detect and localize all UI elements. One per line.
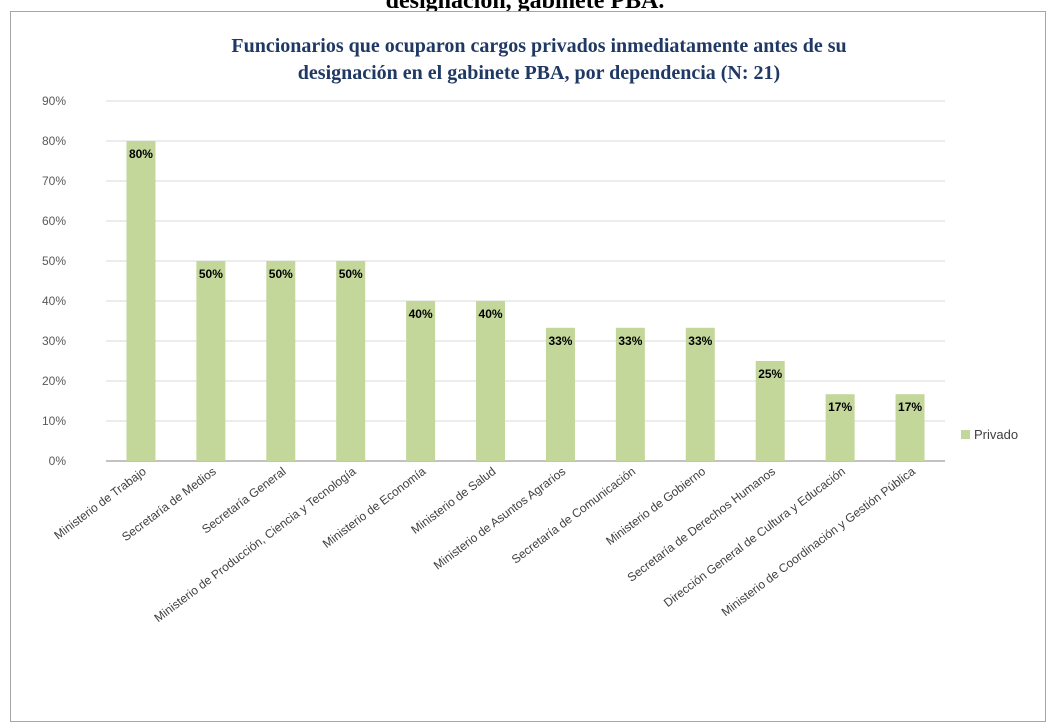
category-label-10: Secretaría de Derechos Humanos (625, 464, 778, 584)
legend-swatch (961, 430, 970, 439)
data-label-4: 50% (339, 267, 363, 281)
bar-4 (336, 261, 366, 461)
chart-title-line-2: designación en el gabinete PBA, por depe… (298, 62, 780, 84)
data-label-3: 50% (269, 267, 293, 281)
bar-8 (615, 327, 645, 461)
y-tick-label: 10% (42, 414, 66, 428)
y-tick-label: 20% (42, 374, 66, 388)
data-label-9: 33% (688, 334, 712, 348)
bar-2 (196, 261, 226, 461)
y-tick-label: 80% (42, 134, 66, 148)
legend-label: Privado (974, 427, 1018, 442)
data-label-8: 33% (618, 334, 642, 348)
category-label-8: Secretaría de Comunicación (509, 464, 638, 566)
legend: Privado (961, 427, 1018, 442)
data-label-12: 17% (898, 400, 922, 414)
y-tick-label: 70% (42, 174, 66, 188)
y-tick-label: 60% (42, 214, 66, 228)
data-label-1: 80% (129, 147, 153, 161)
bar-5 (406, 301, 436, 461)
bar-3 (266, 261, 296, 461)
y-axis-ticks: 0% 10% 20% 30% 40% 50% 60% 70% 80% 90% (42, 94, 66, 468)
bar-7 (545, 327, 575, 461)
data-labels: 80% 50% 50% 50% 40% 40% 33% 33% 33% 25% 17% 17% (129, 147, 922, 414)
bar-6 (476, 301, 506, 461)
data-label-5: 40% (409, 307, 433, 321)
bar-1 (126, 141, 156, 461)
chart-frame: Funcionarios que ocuparon cargos privado… (10, 11, 1046, 722)
y-tick-label: 50% (42, 254, 66, 268)
data-label-6: 40% (479, 307, 503, 321)
bar-9 (685, 327, 715, 461)
bar-11 (825, 394, 855, 461)
page-caption: designación, gabinete PBA. (385, 0, 665, 14)
data-label-11: 17% (828, 400, 852, 414)
bars (126, 141, 925, 461)
gridlines (106, 100, 945, 462)
y-tick-label: 40% (42, 294, 66, 308)
y-tick-label: 30% (42, 334, 66, 348)
category-label-7: Ministerio de Asuntos Agrarios (431, 464, 568, 572)
bar-10 (755, 361, 785, 461)
chart-title: Funcionarios que ocuparon cargos privado… (231, 35, 846, 84)
chart-title-line-1: Funcionarios que ocuparon cargos privado… (231, 35, 846, 57)
y-tick-label: 90% (42, 94, 66, 108)
bar-12 (895, 394, 925, 461)
data-label-2: 50% (199, 267, 223, 281)
data-label-7: 33% (548, 334, 572, 348)
bar-chart: Funcionarios que ocuparon cargos privado… (42, 35, 1018, 625)
data-label-10: 25% (758, 367, 782, 381)
y-tick-label: 0% (49, 454, 67, 468)
